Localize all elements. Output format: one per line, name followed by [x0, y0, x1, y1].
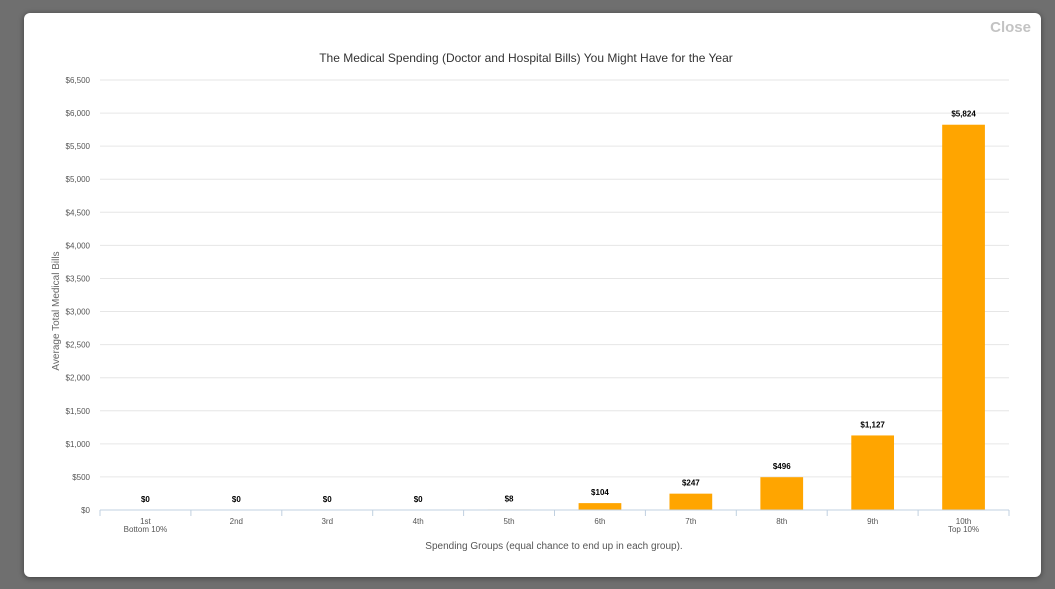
y-tick-label: $6,500: [66, 76, 91, 85]
y-tick-label: $6,000: [66, 109, 91, 118]
y-tick-label: $5,500: [66, 142, 91, 151]
x-tick-label: Top 10%: [948, 525, 979, 534]
data-label: $0: [141, 495, 150, 504]
data-label: $104: [591, 488, 609, 497]
data-label: $0: [414, 495, 423, 504]
data-label: $0: [232, 495, 241, 504]
data-label: $1,127: [860, 420, 885, 429]
bar: [669, 493, 713, 510]
x-tick-label: 2nd: [230, 517, 243, 526]
x-tick-label: 3rd: [321, 517, 333, 526]
y-tick-label: $3,000: [66, 308, 91, 317]
data-label: $5,824: [951, 110, 976, 119]
bar: [578, 503, 622, 510]
y-tick-label: $3,500: [66, 274, 91, 283]
data-label: $496: [773, 462, 791, 471]
x-tick-label: 8th: [776, 517, 787, 526]
y-tick-label: $1,500: [66, 407, 91, 416]
bar-chart: The Medical Spending (Doctor and Hospita…: [51, 51, 1010, 552]
y-tick-label: $1,000: [66, 440, 91, 449]
y-tick-label: $2,000: [66, 374, 91, 383]
y-tick-label: $4,500: [66, 208, 91, 217]
x-tick-label: 5th: [503, 517, 514, 526]
data-label: $8: [505, 494, 514, 503]
x-tick-label: 9th: [867, 517, 878, 526]
x-axis-label: Spending Groups (equal chance to end up …: [425, 541, 682, 552]
y-tick-label: $500: [72, 473, 90, 482]
bar: [942, 124, 985, 510]
y-tick-label: $0: [81, 506, 90, 515]
x-tick-label: 6th: [594, 517, 605, 526]
y-tick-label: $2,500: [66, 341, 91, 350]
x-tick-label: Bottom 10%: [124, 525, 168, 534]
data-label: $247: [682, 479, 700, 488]
x-tick-label: 7th: [685, 517, 696, 526]
y-axis-label: Average Total Medical Bills: [51, 251, 62, 370]
close-button[interactable]: Close: [990, 19, 1031, 36]
x-tick-label: 1st: [140, 517, 151, 526]
y-tick-label: $4,000: [66, 241, 91, 250]
x-tick-label: 10th: [956, 517, 972, 526]
data-label: $0: [323, 495, 332, 504]
x-tick-label: 4th: [413, 517, 424, 526]
chart-modal: Close The Medical Spending (Doctor and H…: [24, 13, 1041, 577]
bar: [851, 435, 895, 510]
y-tick-label: $5,000: [66, 175, 91, 184]
chart-title: The Medical Spending (Doctor and Hospita…: [319, 51, 733, 65]
bar: [760, 477, 804, 510]
